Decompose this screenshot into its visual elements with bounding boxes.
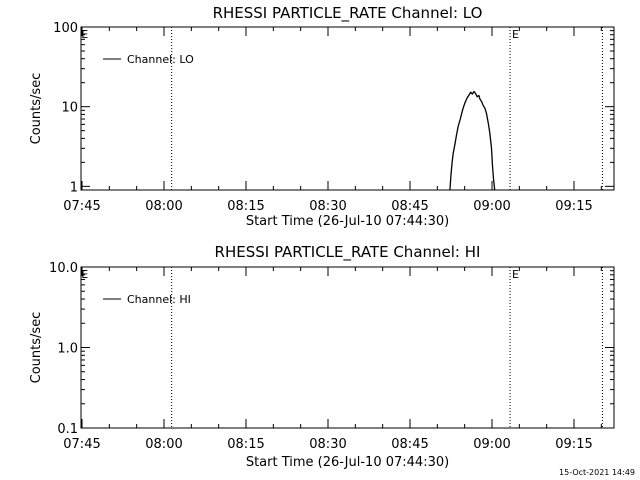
chart-title: RHESSI PARTICLE_RATE Channel: LO bbox=[213, 4, 483, 23]
x-tick-label: 07:45 bbox=[63, 437, 100, 452]
x-tick-label: 09:00 bbox=[473, 199, 510, 214]
y-tick-label: 0.1 bbox=[57, 422, 78, 437]
x-tick-label: 09:00 bbox=[473, 437, 510, 452]
x-tick-label: 08:15 bbox=[227, 437, 264, 452]
y-tick-label: 10.0 bbox=[49, 261, 78, 276]
y-axis-label: Counts/sec bbox=[29, 73, 44, 145]
x-tick-label: 09:15 bbox=[555, 199, 592, 214]
plot-frame bbox=[80, 266, 615, 429]
x-axis-label: Start Time (26-Jul-10 07:44:30) bbox=[246, 214, 449, 229]
chart-panel-1: RHESSI PARTICLE_RATE Channel: LO 07:45 08:… bbox=[29, 4, 615, 229]
event-marker-label: E bbox=[81, 268, 88, 281]
event-marker-label: E bbox=[81, 28, 88, 41]
plot-frame bbox=[80, 26, 615, 191]
x-tick-label: 08:00 bbox=[145, 199, 182, 214]
timestamp-text: 15-Oct-2021 14:49 bbox=[559, 468, 635, 477]
x-tick-label: 09:15 bbox=[555, 437, 592, 452]
y-tick-label: 1.0 bbox=[57, 342, 78, 357]
x-tick-label: 08:45 bbox=[391, 437, 428, 452]
y-tick-label: 1 bbox=[70, 180, 78, 195]
x-tick-label: 08:30 bbox=[309, 199, 346, 214]
legend-label: Channel: HI bbox=[127, 293, 191, 306]
x-tick-label: 08:15 bbox=[227, 199, 264, 214]
chart-title: RHESSI PARTICLE_RATE Channel: HI bbox=[215, 243, 481, 262]
chart-panel-2: RHESSI PARTICLE_RATE Channel: HI 07:45 08:… bbox=[29, 243, 615, 470]
x-tick-label: 07:45 bbox=[63, 199, 100, 214]
y-axis-label: Counts/sec bbox=[29, 312, 44, 384]
y-tick-label: 10 bbox=[61, 101, 78, 116]
x-tick-label: 08:30 bbox=[309, 437, 346, 452]
x-axis-label: Start Time (26-Jul-10 07:44:30) bbox=[246, 455, 449, 470]
y-tick-label: 100 bbox=[53, 21, 78, 36]
legend-label: Channel: LO bbox=[127, 53, 194, 66]
x-tick-label: 08:00 bbox=[145, 437, 182, 452]
event-marker-label: E bbox=[512, 268, 519, 281]
series-line bbox=[449, 90, 496, 191]
event-marker-label: E bbox=[512, 28, 519, 41]
x-tick-label: 08:45 bbox=[391, 199, 428, 214]
